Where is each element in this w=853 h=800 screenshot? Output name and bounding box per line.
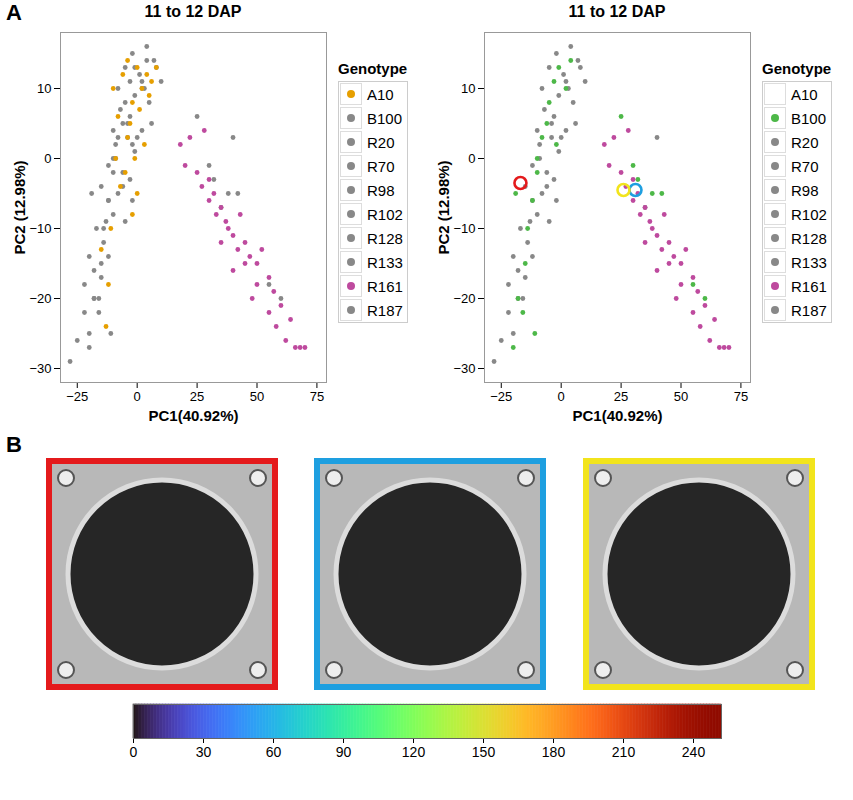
html-text:A10: A10 — [791, 85, 818, 103]
html-text:R161: R161 — [791, 277, 827, 295]
html-text:R102: R102 — [367, 205, 403, 223]
html-text:R133: R133 — [367, 253, 403, 271]
svg-text:−25: −25 — [490, 389, 512, 404]
html-text:11 to 12 DAP: 11 to 12 DAP — [144, 3, 242, 20]
svg-text:0: 0 — [129, 744, 137, 760]
html-text:A: A — [6, 0, 22, 25]
svg-text:−10: −10 — [453, 221, 475, 236]
svg-text:PC2 (12.98%): PC2 (12.98%) — [11, 160, 28, 254]
html-text:B100: B100 — [367, 109, 402, 127]
html-text:R128: R128 — [367, 229, 403, 247]
html-text:R133: R133 — [791, 253, 827, 271]
svg-text:90: 90 — [335, 744, 351, 760]
svg-text:−30: −30 — [453, 361, 475, 376]
svg-text:75: 75 — [734, 389, 748, 404]
svg-text:−25: −25 — [66, 389, 88, 404]
svg-text:−20: −20 — [453, 291, 475, 306]
html-text:R98: R98 — [791, 181, 819, 199]
svg-text:0: 0 — [468, 151, 475, 166]
svg-text:240: 240 — [681, 744, 705, 760]
svg-text:25: 25 — [614, 389, 628, 404]
svg-text:10: 10 — [37, 81, 51, 96]
html-text:Genotype: Genotype — [762, 60, 832, 77]
html-text:R20: R20 — [367, 133, 395, 151]
svg-text:60: 60 — [265, 744, 281, 760]
html-text:R70: R70 — [791, 157, 819, 175]
html-text:Genotype: Genotype — [338, 60, 408, 77]
svg-text:PC2 (12.98%): PC2 (12.98%) — [435, 160, 452, 254]
svg-text:PC1(40.92%): PC1(40.92%) — [572, 407, 662, 424]
svg-text:50: 50 — [674, 389, 688, 404]
svg-text:0: 0 — [558, 389, 565, 404]
svg-text:25: 25 — [190, 389, 204, 404]
html-text:R187: R187 — [791, 301, 827, 319]
html-text:A10: A10 — [367, 85, 394, 103]
svg-text:180: 180 — [541, 744, 565, 760]
html-text:R128: R128 — [791, 229, 827, 247]
svg-text:PC1(40.92%): PC1(40.92%) — [148, 407, 238, 424]
html-text:B: B — [6, 432, 22, 457]
svg-text:10: 10 — [461, 81, 475, 96]
html-text:R161: R161 — [367, 277, 403, 295]
svg-text:−30: −30 — [29, 361, 51, 376]
html-text:R98: R98 — [367, 181, 395, 199]
svg-text:75: 75 — [310, 389, 324, 404]
html-text:R187: R187 — [367, 301, 403, 319]
html-text:B100: B100 — [791, 109, 826, 127]
svg-text:120: 120 — [401, 744, 425, 760]
svg-text:150: 150 — [471, 744, 495, 760]
svg-text:−20: −20 — [29, 291, 51, 306]
svg-text:210: 210 — [611, 744, 635, 760]
html-text:R20: R20 — [791, 133, 819, 151]
svg-text:0: 0 — [44, 151, 51, 166]
html-text:11 to 12 DAP: 11 to 12 DAP — [568, 3, 666, 20]
svg-text:0: 0 — [134, 389, 141, 404]
svg-text:−10: −10 — [29, 221, 51, 236]
html-text:R102: R102 — [791, 205, 827, 223]
svg-text:30: 30 — [195, 744, 211, 760]
html-text:R70: R70 — [367, 157, 395, 175]
svg-text:50: 50 — [250, 389, 264, 404]
